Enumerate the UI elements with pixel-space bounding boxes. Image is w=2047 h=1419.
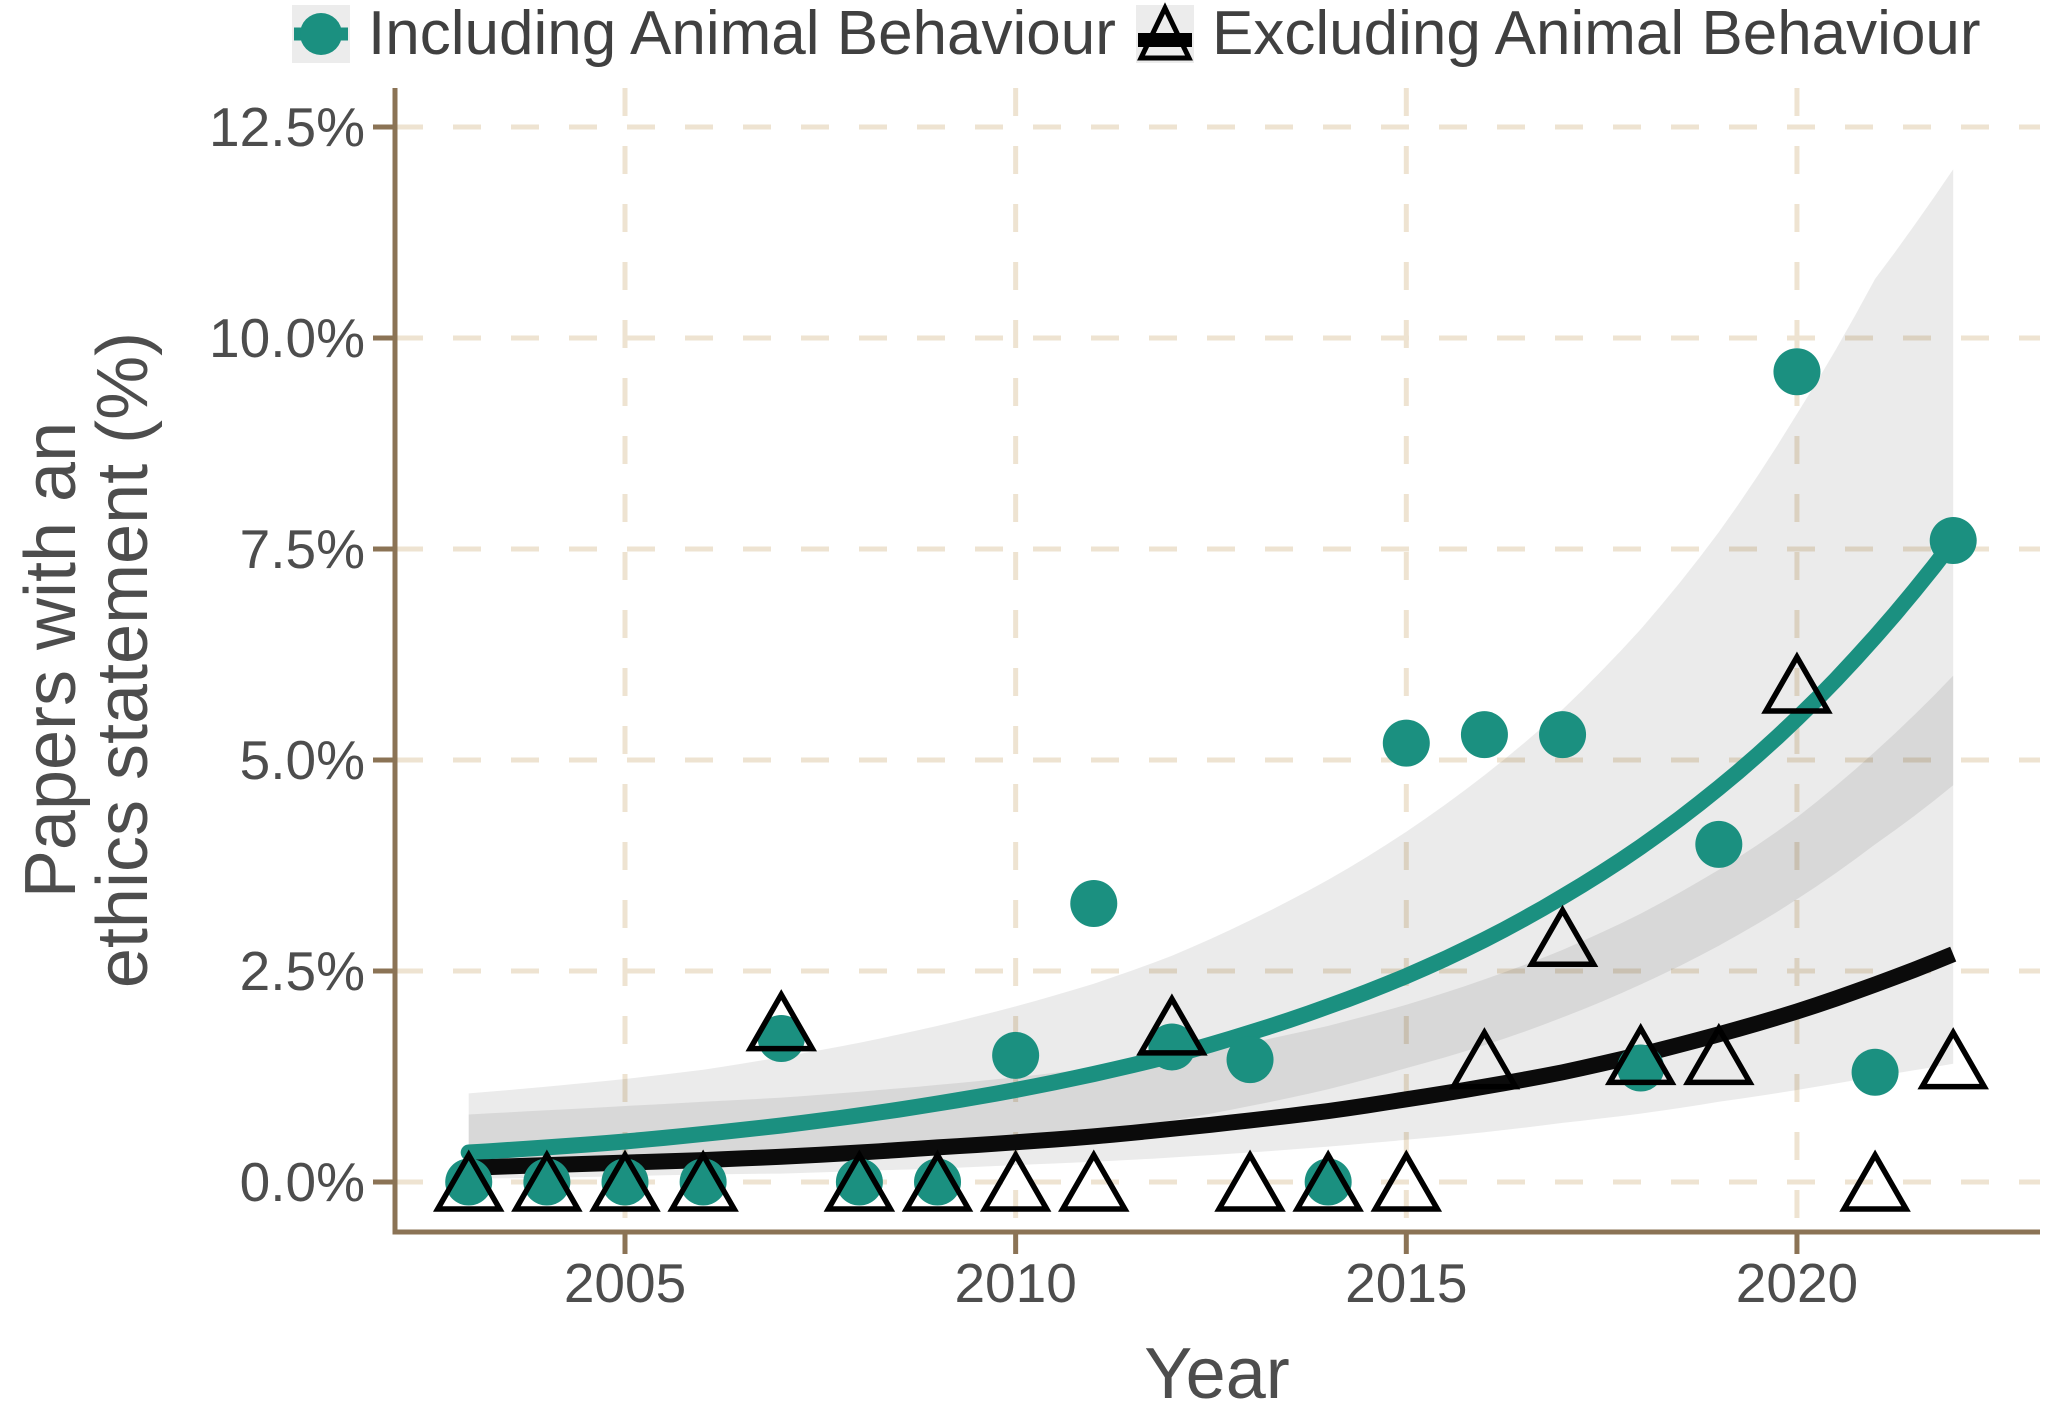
data-point-circle: [1929, 517, 1977, 565]
y-tick-label: 10.0%: [209, 307, 365, 369]
y-tick-label: 7.5%: [240, 518, 365, 580]
x-tick-label: 2005: [564, 1252, 686, 1314]
x-tick-label: 2010: [954, 1252, 1076, 1314]
data-point-circle: [1851, 1048, 1899, 1096]
data-points: [432, 348, 1989, 1212]
data-point-circle: [1226, 1036, 1274, 1084]
data-point-triangle: [979, 1149, 1052, 1212]
x-tick-label: 2020: [1736, 1252, 1858, 1314]
data-point-circle: [1773, 348, 1821, 396]
data-point-triangle: [1839, 1149, 1911, 1212]
legend: Including Animal Behaviour Excluding Anim…: [292, 0, 1981, 68]
data-point-circle: [1695, 820, 1743, 868]
data-point-triangle: [1214, 1149, 1286, 1212]
data-point-circle: [1148, 1023, 1196, 1071]
y-axis-title-line2: ethics statement (%): [83, 332, 163, 988]
data-point-triangle: [1604, 1022, 1677, 1086]
data-point-circle: [1460, 711, 1508, 759]
data-point-triangle: [1136, 993, 1208, 1056]
data-point-triangle: [1370, 1149, 1443, 1212]
x-axis-title: Year: [1144, 1334, 1289, 1414]
legend-label: Including Animal Behaviour: [368, 0, 1116, 68]
data-point-circle: [1070, 879, 1118, 927]
data-point-triangle: [511, 1149, 583, 1212]
data-point-triangle: [1058, 1149, 1130, 1212]
legend-label: Excluding Animal Behaviour: [1212, 0, 1981, 68]
y-axis-title-line1: Papers with an: [11, 422, 91, 898]
y-tick-label: 12.5%: [209, 96, 365, 158]
x-tick-label: 2015: [1345, 1252, 1467, 1314]
axes: [373, 88, 2040, 1254]
data-point-triangle: [667, 1149, 739, 1212]
trend-line: [460, 533, 1962, 1161]
trend-line: [468, 946, 1957, 1176]
data-point-circle: [992, 1031, 1040, 1079]
y-tick-label: 5.0%: [240, 729, 365, 791]
legend-triangle-icon: [1137, 2, 1193, 61]
data-point-triangle: [823, 1149, 896, 1212]
data-point-triangle: [1683, 1022, 1755, 1086]
y-tick-label: 0.0%: [240, 1151, 365, 1213]
data-point-triangle: [1526, 904, 1599, 967]
data-point-triangle: [745, 989, 818, 1052]
data-point-triangle: [901, 1149, 974, 1212]
legend-circle-icon: [300, 13, 342, 55]
y-tick-label: 2.5%: [240, 940, 365, 1002]
data-point-triangle: [1917, 1027, 1989, 1090]
data-point-triangle: [1448, 1027, 1521, 1090]
data-point-triangle: [589, 1149, 661, 1212]
confidence-bands: [468, 169, 1954, 1179]
data-point-triangle: [1292, 1149, 1364, 1212]
trend-lines: [460, 533, 1962, 1176]
tick-labels: 0.0% 2.5% 5.0% 7.5% 10.0% 12.5% 2005 2010 2015 20…: [209, 96, 1858, 1314]
confidence-band: [468, 675, 1954, 1179]
confidence-band: [468, 169, 1954, 1174]
data-point-triangle: [1761, 651, 1833, 714]
data-point-circle: [1382, 719, 1430, 767]
data-point-circle: [1539, 711, 1587, 759]
data-point-triangle: [432, 1149, 505, 1212]
